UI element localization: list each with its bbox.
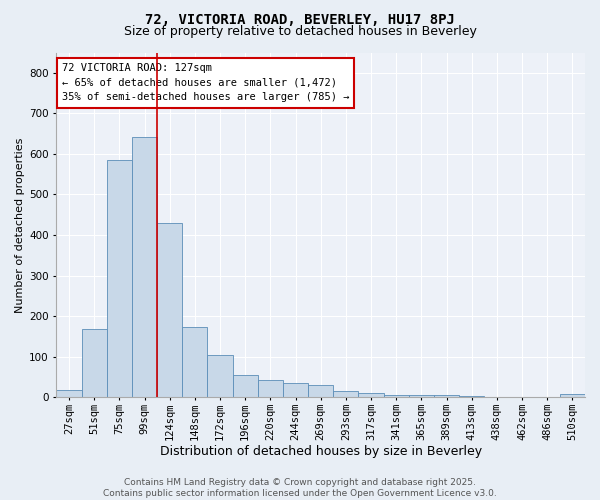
Bar	[434, 395, 459, 398]
Bar	[107, 160, 132, 398]
Bar	[459, 396, 484, 398]
Bar	[383, 395, 409, 398]
Bar	[208, 356, 233, 398]
Bar	[82, 329, 107, 398]
Bar	[233, 375, 258, 398]
Bar	[308, 385, 334, 398]
Bar	[157, 223, 182, 398]
Bar	[56, 390, 82, 398]
Y-axis label: Number of detached properties: Number of detached properties	[15, 137, 25, 312]
Text: Size of property relative to detached houses in Beverley: Size of property relative to detached ho…	[124, 25, 476, 38]
Bar	[358, 393, 383, 398]
Bar	[334, 391, 358, 398]
Bar	[182, 327, 208, 398]
Text: 72, VICTORIA ROAD, BEVERLEY, HU17 8PJ: 72, VICTORIA ROAD, BEVERLEY, HU17 8PJ	[145, 12, 455, 26]
Bar	[283, 383, 308, 398]
Text: 72 VICTORIA ROAD: 127sqm
← 65% of detached houses are smaller (1,472)
35% of sem: 72 VICTORIA ROAD: 127sqm ← 65% of detach…	[62, 63, 349, 102]
X-axis label: Distribution of detached houses by size in Beverley: Distribution of detached houses by size …	[160, 444, 482, 458]
Text: Contains HM Land Registry data © Crown copyright and database right 2025.
Contai: Contains HM Land Registry data © Crown c…	[103, 478, 497, 498]
Bar	[560, 394, 585, 398]
Bar	[132, 137, 157, 398]
Bar	[258, 380, 283, 398]
Bar	[409, 395, 434, 398]
